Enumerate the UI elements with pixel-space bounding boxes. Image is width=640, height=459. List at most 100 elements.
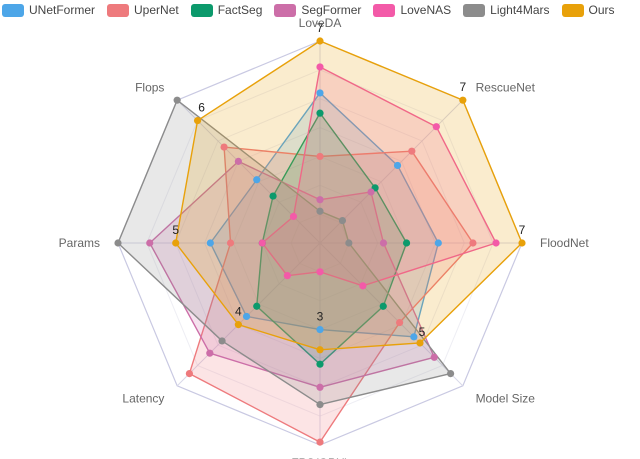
legend: UNetFormer UperNet FactSeg SegFormer LoveNAS…	[0, 0, 640, 20]
legend-item-ours[interactable]: Ours	[561, 0, 615, 20]
axis-label-params: Params	[59, 236, 100, 250]
scale-label-floodnet: 7	[519, 223, 526, 237]
axis-label-model-size: Model Size	[476, 392, 536, 406]
data-point-lovenas-rescuenet[interactable]	[432, 123, 440, 131]
data-point-upernet-latency[interactable]	[185, 369, 194, 378]
legend-label: SegFormer	[301, 3, 362, 17]
data-point-light4mars-rescuenet[interactable]	[338, 216, 347, 225]
data-point-upernet-params[interactable]	[226, 239, 235, 247]
data-point-upernet-model-size[interactable]	[395, 318, 404, 327]
series-area-ours	[175, 40, 523, 351]
data-point-unetformer-rescuenet[interactable]	[393, 161, 402, 170]
data-point-segformer-loveda[interactable]	[316, 196, 324, 204]
data-point-ours-latency[interactable]	[234, 321, 242, 329]
series-points-unetformer	[206, 89, 442, 341]
data-point-light4mars-loveda[interactable]	[316, 207, 324, 215]
axis-label-floodnet: FloodNet	[540, 236, 589, 250]
axis-label-flops: Flops	[135, 80, 164, 94]
legend-item-upernet[interactable]: UperNet	[107, 0, 179, 20]
data-point-upernet-fps-gpu[interactable]	[316, 438, 324, 446]
scale-label-fps-gpu: 3	[317, 310, 324, 324]
data-point-segformer-params[interactable]	[146, 239, 154, 247]
legend-swatch	[561, 3, 584, 17]
data-point-lovenas-floodnet[interactable]	[492, 239, 500, 247]
data-point-light4mars-floodnet[interactable]	[345, 239, 353, 247]
series-ours	[175, 40, 523, 351]
data-point-upernet-loveda[interactable]	[316, 152, 324, 161]
legend-swatch	[107, 3, 130, 17]
data-point-lovenas-fps-gpu[interactable]	[316, 268, 324, 276]
data-point-segformer-rescuenet[interactable]	[367, 188, 375, 196]
data-point-unetformer-latency[interactable]	[242, 312, 251, 321]
data-point-unetformer-fps-gpu[interactable]	[316, 325, 324, 334]
series-points-upernet	[185, 143, 477, 446]
axis-label-loveda: LoveDA	[299, 16, 342, 30]
scale-label-flops: 6	[198, 101, 205, 115]
legend-label: FactSeg	[217, 3, 263, 17]
data-point-ours-params[interactable]	[172, 239, 180, 247]
legend-swatch	[190, 3, 213, 17]
legend-item-unetformer[interactable]: UNetFormer	[2, 0, 95, 20]
data-point-ours-loveda[interactable]	[316, 37, 324, 45]
series-points-lovenas	[258, 63, 500, 290]
legend-swatch	[2, 3, 24, 17]
data-point-segformer-fps-gpu[interactable]	[316, 383, 324, 391]
series-points-segformer	[146, 157, 438, 391]
data-point-light4mars-latency[interactable]	[218, 337, 226, 345]
data-point-lovenas-latency[interactable]	[283, 272, 291, 280]
data-point-ours-flops[interactable]	[193, 116, 202, 125]
data-point-factseg-latency[interactable]	[253, 302, 261, 310]
axis-label-latency: Latency	[122, 392, 164, 406]
data-point-unetformer-flops[interactable]	[253, 176, 261, 184]
data-point-segformer-latency[interactable]	[206, 349, 214, 357]
data-point-lovenas-loveda[interactable]	[316, 63, 324, 71]
axis-label-rescuenet: RescueNet	[476, 80, 536, 94]
data-point-ours-rescuenet[interactable]	[459, 96, 467, 104]
legend-label: UNetFormer	[29, 3, 96, 17]
legend-item-factseg[interactable]: FactSeg	[190, 0, 263, 20]
data-point-factseg-floodnet[interactable]	[402, 239, 411, 247]
data-point-segformer-flops[interactable]	[234, 157, 242, 165]
data-point-ours-model-size[interactable]	[416, 339, 424, 347]
scale-label-model-size: 5	[419, 325, 426, 339]
data-point-unetformer-floodnet[interactable]	[434, 239, 442, 247]
legend-item-lovenas[interactable]: LoveNAS	[373, 0, 451, 20]
data-point-lovenas-params[interactable]	[258, 239, 266, 247]
data-point-unetformer-model-size[interactable]	[410, 333, 418, 341]
data-point-light4mars-flops[interactable]	[173, 96, 181, 104]
legend-item-light4mars[interactable]: Light4Mars	[463, 0, 550, 20]
data-point-segformer-floodnet[interactable]	[379, 239, 388, 247]
legend-label: UperNet	[134, 3, 179, 17]
data-point-unetformer-loveda[interactable]	[316, 89, 324, 97]
scale-label-loveda: 7	[317, 21, 324, 35]
data-point-light4mars-fps-gpu[interactable]	[316, 401, 324, 409]
scale-label-latency: 4	[235, 305, 242, 319]
legend-label: LoveNAS	[400, 3, 452, 17]
data-point-lovenas-model-size[interactable]	[359, 282, 367, 290]
scale-label-rescuenet: 7	[459, 80, 466, 94]
data-point-segformer-model-size[interactable]	[430, 353, 438, 361]
legend-item-segformer[interactable]: SegFormer	[274, 0, 361, 20]
data-point-factseg-flops[interactable]	[269, 192, 277, 200]
data-point-light4mars-params[interactable]	[114, 239, 122, 247]
legend-swatch	[274, 3, 297, 17]
data-point-unetformer-params[interactable]	[206, 239, 214, 247]
data-point-light4mars-model-size[interactable]	[446, 369, 455, 378]
data-point-upernet-rescuenet[interactable]	[408, 147, 416, 155]
series-points-ours	[172, 37, 526, 354]
data-point-factseg-loveda[interactable]	[316, 109, 324, 117]
data-point-factseg-model-size[interactable]	[379, 302, 387, 310]
label-layer: LoveDA RescueNet FloodNet Model Size FPS(GPU…	[59, 16, 590, 459]
legend-swatch	[463, 3, 486, 17]
data-point-upernet-flops[interactable]	[220, 143, 228, 151]
data-point-lovenas-flops[interactable]	[289, 212, 298, 221]
data-point-factseg-fps-gpu[interactable]	[316, 360, 324, 368]
legend-label: Ours	[588, 3, 615, 17]
axis-label-fps-gpu: FPS(GPU)	[291, 456, 348, 459]
legend-swatch	[373, 3, 396, 17]
data-point-ours-fps-gpu[interactable]	[316, 346, 324, 354]
data-point-upernet-floodnet[interactable]	[469, 239, 477, 247]
data-point-ours-floodnet[interactable]	[518, 239, 526, 247]
